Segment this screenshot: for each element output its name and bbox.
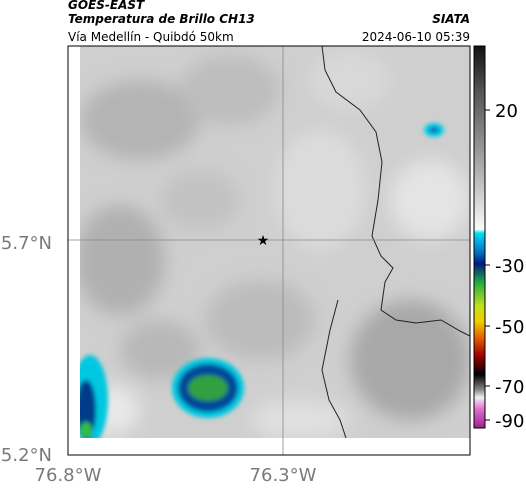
lat-tick-label: 5.2°N: [1, 445, 52, 466]
title: Temperatura de Brillo CH13: [68, 12, 255, 26]
source: SIATA: [432, 12, 470, 26]
colorbar-tick-label: -50: [495, 317, 524, 338]
datetime: 2024-06-10 05:39: [362, 30, 470, 44]
product: GOES-EAST: [68, 0, 145, 12]
satellite-image: ★: [80, 46, 470, 438]
colorbar-tick-label: 20: [495, 101, 518, 122]
subtitle: Vía Medellín - Quibdó 50km: [68, 30, 234, 44]
lon-tick-label: 76.3°W: [250, 465, 317, 486]
colorbar: [473, 45, 486, 429]
colorbar-tick-label: -90: [495, 411, 524, 432]
map-frame: [67, 45, 471, 456]
colorbar-tick-label: -30: [495, 256, 524, 277]
colorbar-tick-label: -70: [495, 377, 524, 398]
lon-tick-label: 76.8°W: [35, 465, 102, 486]
lat-tick-label: 5.7°N: [1, 233, 52, 254]
svg-text:★: ★: [257, 233, 270, 249]
